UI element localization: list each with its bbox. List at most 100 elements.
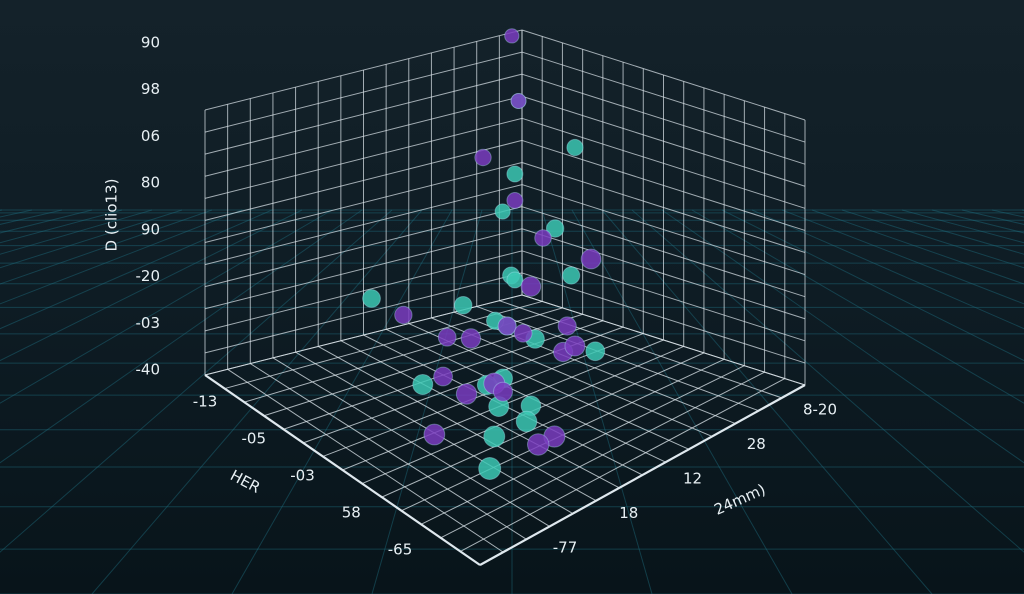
floor-line — [0, 209, 333, 404]
floor-line — [231, 209, 453, 594]
wall-grid-line — [521, 29, 806, 121]
point — [513, 323, 533, 343]
floor-line — [0, 209, 363, 464]
point — [506, 271, 524, 289]
floor-line — [751, 209, 1024, 330]
point — [474, 148, 492, 167]
point — [585, 341, 606, 362]
point — [534, 229, 552, 247]
wall-grid-line — [204, 29, 523, 111]
floor-line — [0, 209, 273, 330]
point — [478, 457, 502, 480]
point — [362, 289, 381, 308]
floor-line — [0, 209, 243, 305]
point — [566, 138, 584, 157]
x-tick-label: -65 — [388, 541, 413, 559]
floor-grid-line — [272, 357, 550, 527]
floor-line — [541, 209, 653, 594]
point — [423, 423, 446, 446]
wall-grid-line — [521, 294, 806, 386]
floor-grid-line — [381, 352, 705, 498]
floor-line — [661, 209, 1024, 464]
point — [506, 165, 524, 183]
y-tick-label: -40 — [136, 361, 161, 379]
wall-grid-line — [204, 272, 523, 354]
y-tick-label: 06 — [141, 127, 160, 145]
x-tick-label: -13 — [193, 393, 218, 411]
wall-grid-line — [204, 250, 523, 332]
point — [557, 316, 577, 336]
point — [412, 374, 434, 395]
point — [520, 276, 542, 297]
z-tick-label: 18 — [619, 504, 638, 522]
wall-grid-line — [521, 73, 806, 165]
z-tick-label: -77 — [553, 539, 578, 557]
wall-grid-line — [204, 95, 523, 177]
floor-grid-line — [440, 371, 765, 539]
wall-grid-line — [204, 228, 523, 310]
wall-grid-line — [521, 228, 806, 320]
axis-edge — [479, 384, 806, 566]
z-tick-label: 12 — [683, 470, 702, 488]
floor-line — [601, 209, 933, 594]
wall-grid-line — [521, 95, 806, 187]
y-tick-label: 90 — [141, 220, 160, 238]
floor-grid-line — [340, 340, 620, 489]
wall-grid-line — [204, 117, 523, 199]
point — [506, 192, 524, 209]
x-tick-label: 58 — [342, 504, 361, 522]
wall-grid-line — [521, 272, 806, 364]
y-tick-label: 98 — [141, 80, 160, 98]
floor-line — [631, 209, 1024, 553]
point — [526, 433, 550, 456]
wall-grid-line — [204, 184, 523, 266]
point — [460, 328, 482, 349]
point — [545, 219, 565, 238]
floor-line — [721, 209, 1024, 362]
floor-line — [0, 209, 303, 362]
wall-grid-line — [521, 162, 806, 253]
wall-grid-line — [204, 162, 523, 243]
floor-line — [91, 209, 423, 594]
points — [362, 28, 606, 480]
wall-grid-line — [204, 206, 523, 288]
floor-grid-line — [420, 365, 745, 525]
point — [562, 266, 581, 285]
wall-grid-line — [204, 51, 523, 133]
point — [564, 335, 586, 357]
point — [497, 316, 517, 336]
floor-grid — [0, 209, 1024, 594]
point — [504, 28, 520, 44]
y-tick-label: 80 — [141, 174, 160, 192]
z-tick-label: 8-20 — [803, 401, 837, 419]
wall-grid-line — [521, 184, 806, 276]
point — [394, 305, 413, 325]
y-tick-label: -20 — [136, 267, 161, 285]
floor-line — [0, 209, 213, 285]
floor-grid-line — [250, 363, 527, 540]
wall-grid-line — [521, 250, 806, 342]
floor-line — [781, 209, 1024, 305]
y-tick-label: -03 — [136, 314, 161, 332]
point — [455, 383, 478, 405]
y-axis-title: D (clio13) — [103, 179, 121, 252]
point — [453, 295, 473, 315]
wall-grid-line — [204, 139, 523, 221]
point — [483, 425, 506, 448]
wall-grid-line — [521, 117, 806, 209]
z-tick-label: 28 — [747, 435, 766, 453]
floor-grid-line — [227, 368, 504, 553]
floor-grid-line — [460, 378, 786, 552]
point — [433, 366, 453, 387]
wall-grid-line — [521, 51, 806, 143]
wall-grid-line — [204, 73, 523, 155]
point — [494, 203, 511, 220]
y-tick-label: 90 — [141, 34, 160, 52]
x-tick-label: -03 — [290, 467, 315, 485]
point — [510, 93, 527, 109]
floor-line — [371, 209, 483, 594]
point — [493, 381, 513, 402]
axis-edge — [204, 374, 481, 566]
